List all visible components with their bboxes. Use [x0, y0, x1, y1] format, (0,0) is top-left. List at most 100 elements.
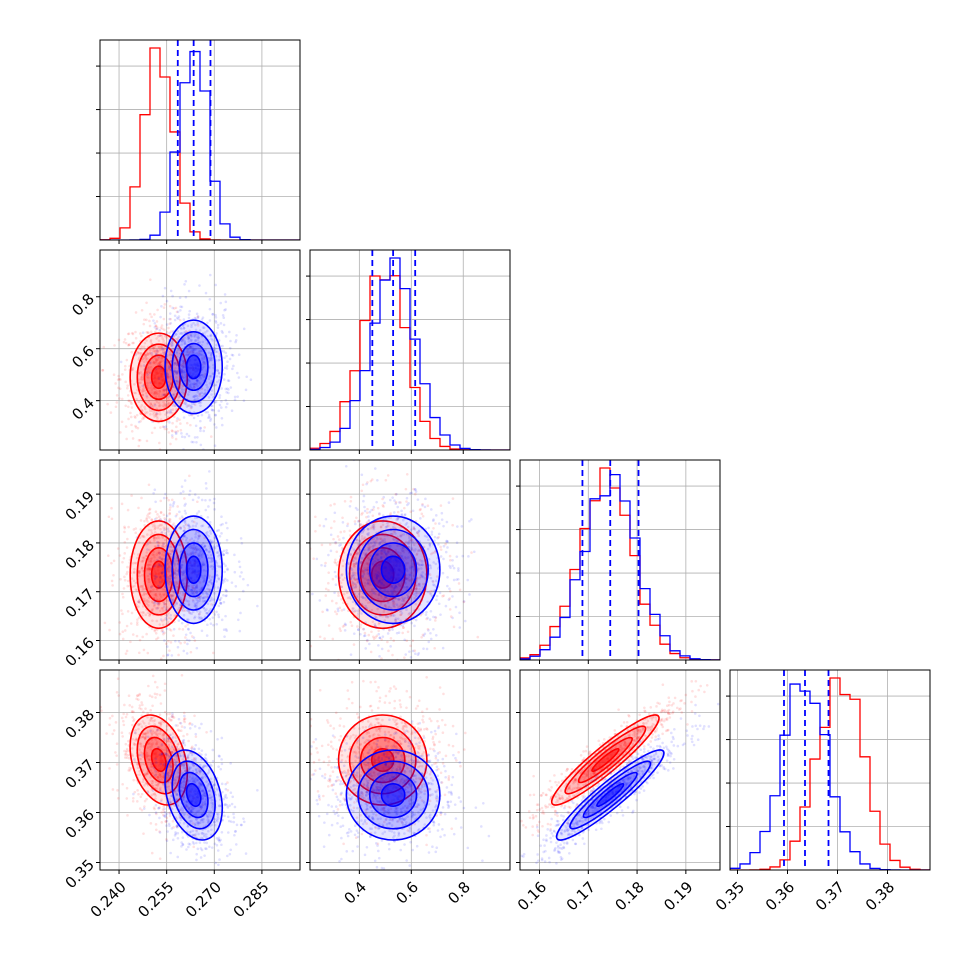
scatter-point [447, 598, 451, 601]
scatter-point [376, 553, 380, 557]
scatter-point [150, 404, 154, 407]
scatter-point [186, 586, 190, 590]
scatter-point [352, 583, 355, 586]
scatter-point [194, 585, 198, 589]
scatter-point [188, 345, 192, 349]
scatter-point [174, 432, 178, 436]
scatter-point [154, 631, 158, 635]
scatter-point [154, 731, 157, 734]
scatter-point [126, 405, 130, 409]
scatter-point [156, 526, 160, 530]
scatter-point [371, 525, 374, 528]
scatter-point [343, 629, 347, 632]
scatter-point [152, 349, 155, 353]
scatter-point [169, 566, 172, 570]
scatter-point [158, 441, 161, 445]
scatter-point [372, 635, 375, 639]
scatter-point [183, 365, 186, 369]
scatter-point [407, 594, 410, 598]
scatter-point [210, 603, 213, 606]
scatter-point [353, 522, 357, 526]
scatter-point [153, 723, 156, 726]
scatter-point [188, 538, 192, 542]
scatter-point [174, 639, 177, 643]
scatter-point [216, 326, 220, 329]
scatter-point [140, 334, 143, 338]
scatter-point [228, 330, 231, 334]
scatter-point [352, 548, 356, 551]
scatter-point [377, 593, 381, 596]
scatter-point [417, 529, 421, 532]
scatter-point [138, 693, 141, 697]
scatter-point [193, 547, 196, 550]
scatter-point [339, 530, 343, 534]
scatter-point [173, 362, 176, 366]
scatter-point [327, 553, 330, 557]
scatter-point [150, 600, 154, 603]
scatter-point [165, 371, 169, 375]
scatter-point [167, 560, 170, 564]
scatter-point [192, 348, 196, 352]
scatter-point [434, 615, 437, 619]
scatter-point [168, 549, 172, 552]
scatter-point [140, 347, 143, 351]
scatter-point [202, 576, 205, 580]
scatter-point [203, 544, 207, 548]
scatter-point [189, 423, 192, 427]
scatter-point [363, 631, 367, 635]
scatter-point [165, 776, 169, 779]
scatter-point [179, 525, 182, 529]
scatter-point [414, 594, 418, 598]
scatter-point [144, 354, 148, 357]
scatter-point [392, 590, 396, 593]
scatter-point [161, 606, 165, 610]
scatter-point [170, 589, 173, 592]
scatter-point [155, 516, 158, 520]
scatter-point [233, 395, 237, 399]
scatter-point [186, 642, 189, 646]
scatter-point [139, 377, 143, 381]
scatter-point [178, 332, 182, 335]
scatter-point [214, 321, 218, 324]
scatter-point [225, 402, 229, 406]
scatter-point [387, 524, 390, 528]
scatter-point [221, 344, 224, 348]
scatter-point [155, 729, 159, 733]
scatter-point [212, 598, 216, 601]
scatter-point [129, 415, 133, 419]
scatter-point [153, 426, 157, 430]
scatter-point [150, 518, 153, 521]
scatter-point [405, 569, 409, 572]
scatter-point [160, 357, 163, 361]
scatter-point [152, 806, 156, 809]
scatter-point [126, 537, 129, 541]
scatter-point [102, 345, 106, 349]
scatter-point [193, 616, 196, 620]
scatter-point [175, 355, 179, 359]
scatter-point [194, 535, 197, 539]
scatter-point [394, 585, 397, 588]
scatter-point [156, 308, 159, 312]
scatter-point [359, 523, 362, 526]
scatter-point [157, 551, 161, 555]
scatter-point [193, 639, 197, 642]
scatter-point [169, 359, 172, 363]
scatter-point [361, 627, 365, 631]
scatter-point [430, 530, 434, 534]
scatter-point [145, 551, 149, 554]
scatter-point [402, 559, 406, 563]
scatter-point [212, 547, 216, 551]
scatter-point [143, 318, 146, 321]
scatter-point [120, 609, 123, 612]
scatter-point [387, 546, 391, 550]
scatter-point [379, 594, 383, 598]
scatter-point [206, 587, 209, 591]
density-fill-blue [186, 355, 201, 379]
scatter-point [121, 595, 125, 599]
scatter-point [362, 494, 366, 498]
scatter-point [448, 554, 452, 558]
scatter-point [141, 560, 144, 563]
scatter-point [201, 452, 204, 455]
scatter-point [151, 793, 154, 796]
scatter-point [366, 563, 370, 566]
